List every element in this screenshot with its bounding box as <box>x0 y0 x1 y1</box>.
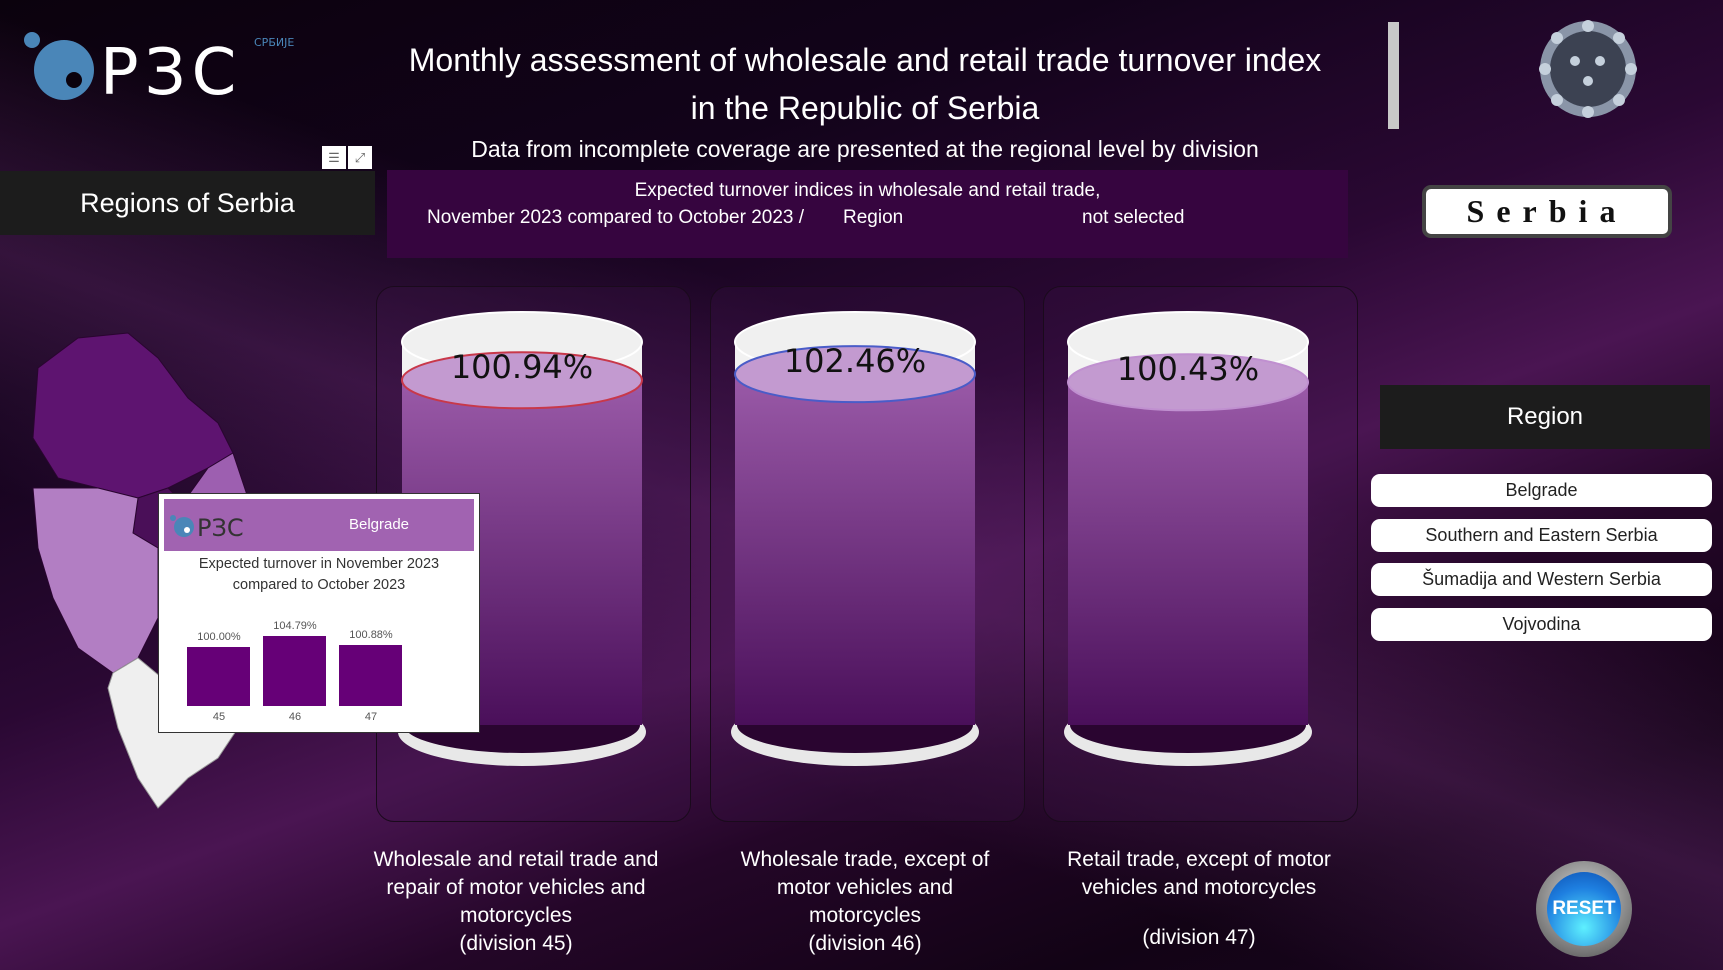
region-button-vojvodina[interactable]: Vojvodina <box>1371 608 1712 641</box>
cylinder-division-47: 100.43% <box>1058 300 1318 780</box>
filter-icon[interactable]: ☰ <box>322 146 346 169</box>
bar-value-label: 104.79% <box>273 619 317 632</box>
region-button-southern-eastern-serbia[interactable]: Southern and Eastern Serbia <box>1371 519 1712 552</box>
bar-46 <box>263 635 326 706</box>
bar-47 <box>339 645 402 706</box>
liquid-surface <box>1067 353 1309 412</box>
reset-label: RESET <box>1547 872 1621 946</box>
region-button-belgrade[interactable]: Belgrade <box>1371 474 1712 507</box>
tooltip-region: Belgrade <box>348 516 410 533</box>
info-box: Expected turnover indices in wholesale a… <box>387 170 1348 258</box>
bar-category-label: 47 <box>364 711 378 723</box>
cylinder-value: 102.46% <box>783 342 927 381</box>
title-line-1: Monthly assessment of wholesale and reta… <box>408 42 1322 78</box>
map-region-vojvodina[interactable] <box>32 332 234 499</box>
regions-of-serbia-header: Regions of Serbia <box>0 171 375 235</box>
info-line-2: November 2023 compared to October 2023 / <box>427 207 805 228</box>
region-slicer-header: Region <box>1380 385 1710 449</box>
bar-value-label: 100.00% <box>197 631 241 644</box>
logo-text: РЗС <box>100 36 242 105</box>
logo-subtext: СРБИЈЕ <box>254 36 294 49</box>
bar-value-label: 100.88% <box>349 629 393 642</box>
info-region-value: not selected <box>1082 207 1185 228</box>
bar-category-label: 45 <box>212 711 226 723</box>
title-line-2: in the Republic of Serbia <box>690 90 1040 126</box>
bar-45 <box>187 647 250 706</box>
label-division-47: Retail trade, except of motor vehicles an… <box>1067 848 1331 949</box>
virus-image <box>1539 20 1637 118</box>
svg-text:РЗС: РЗС <box>197 514 244 539</box>
page-subtitle: Data from incomplete coverage are presen… <box>471 136 1259 162</box>
tooltip-subtitle: Expected turnover in November 2023 compar… <box>198 556 440 593</box>
tooltip-header: РЗС Belgrade <box>164 499 474 551</box>
info-region-label: Region <box>843 207 904 228</box>
cylinder-value: 100.94% <box>450 348 594 387</box>
liquid-surface <box>734 345 976 404</box>
reset-button[interactable]: RESET <box>1536 861 1632 957</box>
map-region-sumadija-western-serbia[interactable] <box>32 487 159 674</box>
page-title: Monthly assessment of wholesale and reta… <box>315 36 1415 132</box>
cylinder-division-46: 102.46% <box>725 300 985 780</box>
rzs-logo: РЗС СРБИЈЕ <box>24 32 294 105</box>
liquid-surface <box>401 351 643 410</box>
bar-category-label: 46 <box>288 711 302 723</box>
region-tooltip: РЗС Belgrade Expected turnover in Novemb… <box>158 493 480 733</box>
focus-mode-icon[interactable]: ⤢ <box>348 146 372 169</box>
label-division-45: Wholesale and retail trade and repair of … <box>373 848 659 955</box>
serbia-button[interactable]: Serbia <box>1422 185 1672 238</box>
region-button-sumadija-western-serbia[interactable]: Šumadija and Western Serbia <box>1371 563 1712 596</box>
info-line-1: Expected turnover indices in wholesale a… <box>634 180 1101 201</box>
cylinder-graphic <box>1064 311 1312 766</box>
cylinder-graphic <box>731 311 979 766</box>
cylinder-value: 100.43% <box>1116 350 1260 389</box>
tooltip-logo: РЗС <box>170 514 244 539</box>
divider-bar <box>1388 22 1399 129</box>
label-division-46: Wholesale trade, except of motor vehicles… <box>740 848 990 955</box>
